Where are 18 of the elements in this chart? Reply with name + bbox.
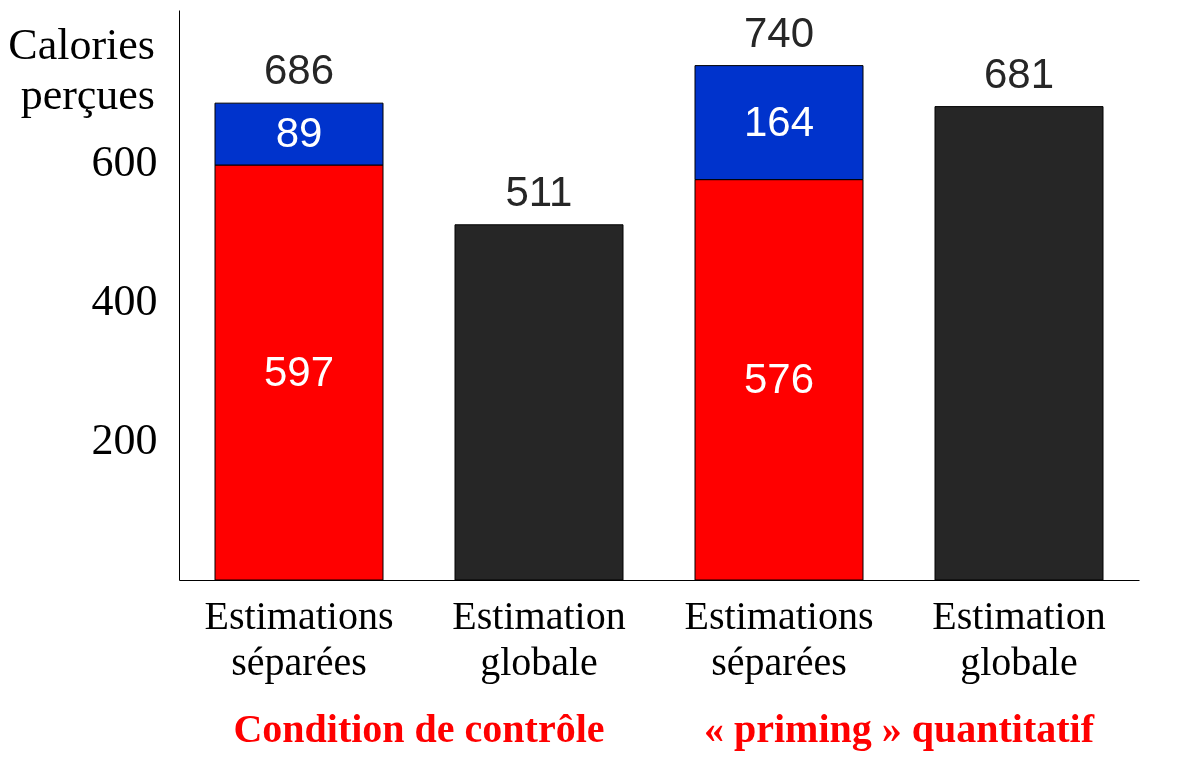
- x-tick-label: Estimations séparées: [204, 592, 394, 684]
- data-label: 681: [983, 49, 1055, 97]
- data-label: 576: [743, 354, 815, 402]
- y-axis-title: Calories perçues: [8, 20, 155, 119]
- x-tick-label: Estimation globale: [932, 592, 1106, 684]
- data-label: 511: [505, 167, 573, 215]
- data-label: 597: [263, 347, 335, 395]
- y-tick-label: 400: [91, 276, 158, 326]
- x-tick-label: Estimation globale: [452, 592, 626, 684]
- total-label: 686: [263, 46, 335, 94]
- text: Condition de contrôle: [233, 706, 605, 751]
- total-label: 740: [743, 8, 815, 56]
- data-label: 164: [743, 97, 815, 145]
- data-label: 89: [275, 109, 323, 157]
- y-tick-label: 600: [91, 137, 158, 187]
- text: « priming » quantitatif: [703, 706, 1095, 751]
- y-tick-label: 200: [91, 415, 158, 465]
- x-tick-label: Estimations séparées: [684, 592, 874, 684]
